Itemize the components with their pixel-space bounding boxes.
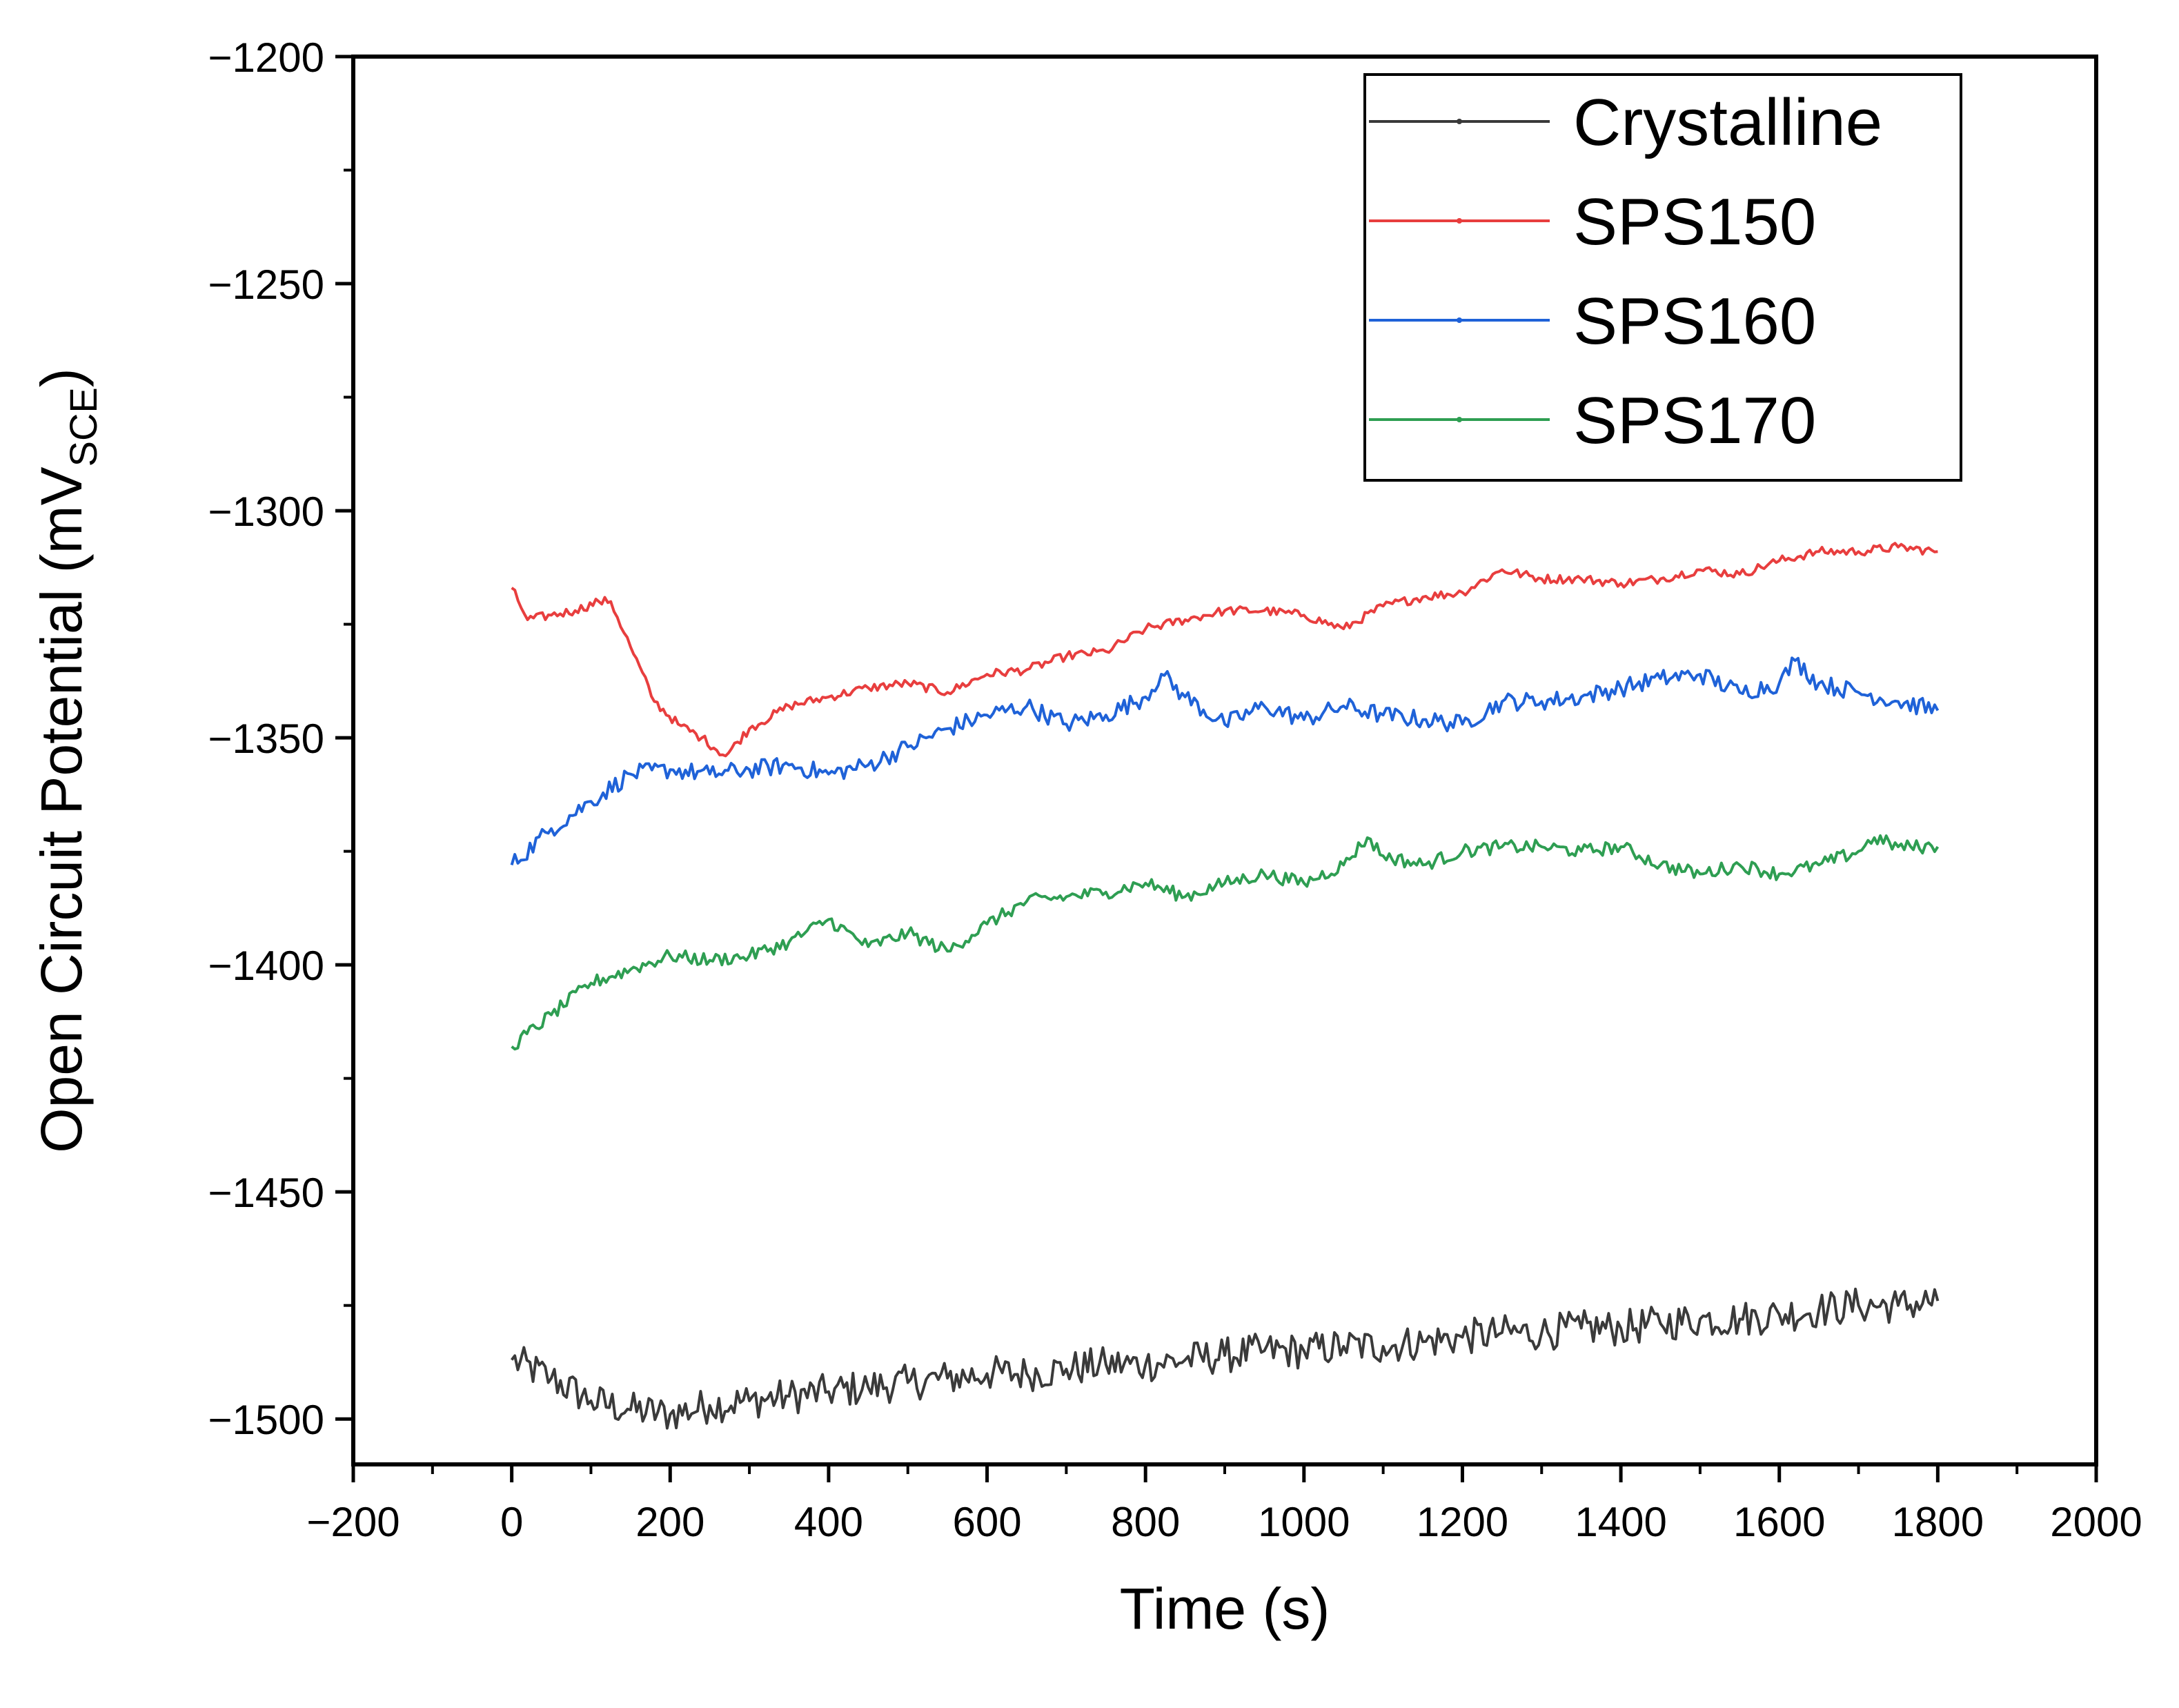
series-line-sps150 <box>511 542 1938 758</box>
x-tick-label: 2000 <box>2050 1499 2142 1545</box>
legend-label-crystalline: Crystalline <box>1573 86 1882 159</box>
x-tick-label: 1400 <box>1575 1499 1666 1545</box>
x-tick-label: 1600 <box>1733 1499 1825 1545</box>
y-tick-label: −1500 <box>208 1397 324 1443</box>
y-tick-label: −1350 <box>208 716 324 762</box>
y-axis-title: Open Circuit Potential (mVSCE) <box>29 368 105 1153</box>
x-tick-label: 1200 <box>1417 1499 1508 1545</box>
y-tick-label: −1300 <box>208 489 324 535</box>
series-line-crystalline <box>510 1287 1940 1430</box>
y-axis-title-subscript: SCE <box>61 387 105 467</box>
x-tick-label: 1800 <box>1892 1499 1984 1545</box>
legend: Crystalline SPS150 SPS160 SPS170 <box>1363 73 1962 482</box>
legend-marker-sps160 <box>1457 317 1462 323</box>
x-tick-label: 1000 <box>1258 1499 1350 1545</box>
x-axis-title: Time (s) <box>1120 1576 1330 1641</box>
series-line-sps170 <box>511 834 1940 1051</box>
x-tick-label: −200 <box>306 1499 400 1545</box>
series-layer <box>510 542 1940 1430</box>
x-axis-ticks: −200 0 200 400 600 800 1000 1200 1400 1600 1800 200… <box>306 1464 2142 1545</box>
y-tick-label: −1450 <box>208 1170 324 1216</box>
x-tick-label: 200 <box>635 1499 704 1545</box>
x-tick-label: 600 <box>952 1499 1021 1545</box>
legend-marker-crystalline <box>1457 119 1462 124</box>
legend-marker-sps170 <box>1457 417 1462 422</box>
x-tick-label: 0 <box>500 1499 523 1545</box>
legend-box <box>1363 73 1962 482</box>
y-tick-label: −1250 <box>208 262 324 308</box>
legend-label-sps150: SPS150 <box>1573 185 1816 259</box>
y-tick-label: −1400 <box>208 943 324 989</box>
y-axis-title-close: ) <box>29 368 94 387</box>
x-tick-label: 400 <box>794 1499 863 1545</box>
legend-label-sps170: SPS170 <box>1573 384 1816 458</box>
legend-label-sps160: SPS160 <box>1573 284 1816 358</box>
y-tick-label: −1200 <box>208 35 324 81</box>
y-axis-ticks: −1200 −1250 −1300 −1350 −1400 −1450 −1500 <box>208 35 353 1443</box>
x-tick-label: 800 <box>1111 1499 1180 1545</box>
y-axis-title-main: Open Circuit Potential (mV <box>29 467 94 1152</box>
legend-marker-sps150 <box>1457 218 1462 224</box>
series-line-sps160 <box>510 656 1940 865</box>
